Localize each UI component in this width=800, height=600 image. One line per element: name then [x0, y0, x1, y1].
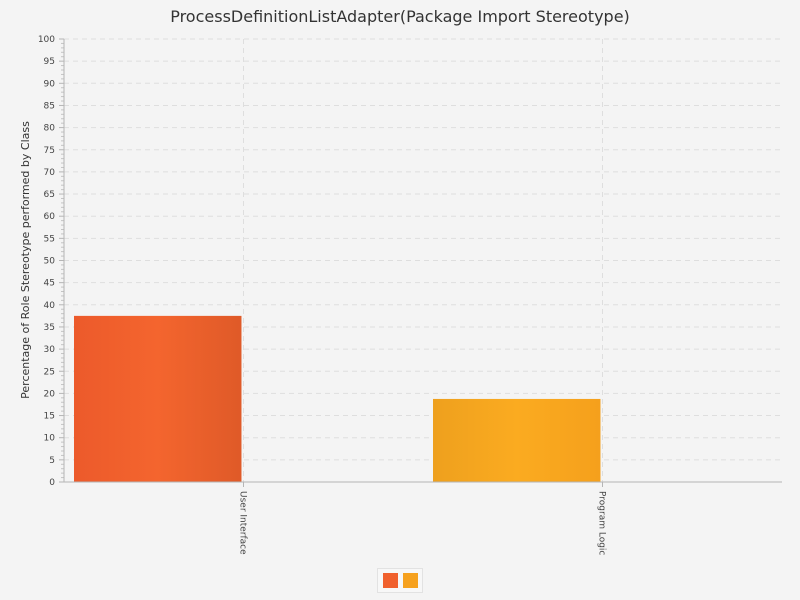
- bar-user-interface: [74, 315, 242, 482]
- legend-swatch-user-interface: [382, 573, 398, 588]
- x-tick-label: User Interface: [238, 491, 248, 555]
- y-tick-label: 5: [49, 456, 55, 466]
- y-tick-label: 80: [44, 124, 56, 134]
- bars: [74, 315, 601, 482]
- y-tick-label: 60: [44, 212, 56, 222]
- y-tick-label: 50: [44, 257, 56, 267]
- bar-program-logic: [433, 398, 601, 482]
- y-tick-label: 75: [44, 146, 55, 156]
- y-tick-label: 45: [44, 279, 55, 289]
- y-tick-label: 25: [44, 367, 55, 377]
- y-tick-label: 90: [44, 79, 56, 89]
- x-axis: User Interface Program Logic: [64, 481, 782, 555]
- y-axis: 0 5 10 15 20 25 30 35 40 45 50 55 60 65 70 75 80 85 90 95 10…: [38, 35, 65, 488]
- y-axis-label: Percentage of Role Stereotype performed …: [19, 121, 32, 399]
- y-tick-label: 0: [49, 478, 55, 488]
- legend: [377, 568, 423, 593]
- y-tick-label: 55: [44, 234, 55, 244]
- y-tick-label: 70: [44, 168, 56, 178]
- y-tick-label: 15: [44, 412, 55, 422]
- y-tick-label: 85: [44, 101, 55, 111]
- y-tick-label: 10: [44, 434, 56, 444]
- y-tick-label: 100: [38, 35, 55, 45]
- y-tick-label: 35: [44, 323, 55, 333]
- y-tick-label: 30: [44, 345, 56, 355]
- y-tick-label: 65: [44, 190, 55, 200]
- y-tick-label: 40: [44, 301, 56, 311]
- y-tick-label: 20: [44, 389, 56, 399]
- y-tick-label: 95: [44, 57, 55, 67]
- legend-swatch-program-logic: [402, 573, 418, 588]
- chart-title: ProcessDefinitionListAdapter(Package Imp…: [170, 7, 630, 26]
- x-tick-label: Program Logic: [597, 491, 607, 555]
